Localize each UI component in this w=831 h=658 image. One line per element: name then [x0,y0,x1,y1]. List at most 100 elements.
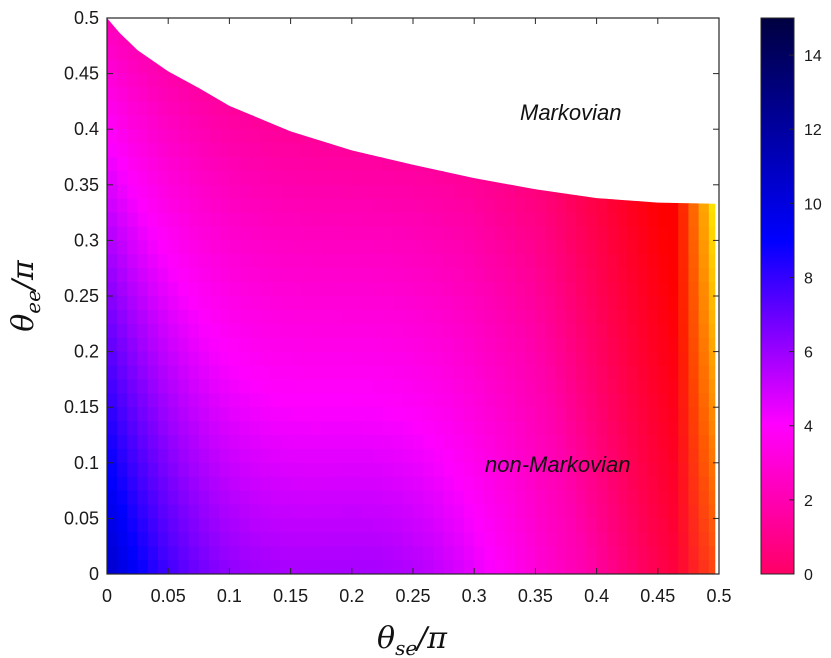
heatmap-cell [525,170,536,186]
heatmap-cell [188,504,200,519]
heatmap-cell [300,448,312,464]
heatmap-cell [433,87,445,102]
heatmap-cell [566,546,577,561]
heatmap-cell [698,476,710,492]
heatmap-cell [504,476,516,492]
heatmap-cell [555,31,567,47]
heatmap-cell [504,59,516,75]
heatmap-cell [117,59,128,75]
heatmap-cell [413,59,424,75]
heatmap-cell [504,462,516,478]
heatmap-cell [178,407,190,422]
heatmap-cell [147,448,159,464]
heatmap-cell [657,198,669,214]
heatmap-cell [413,157,424,172]
heatmap-cell [372,240,383,255]
heatmap-cell [413,268,424,283]
heatmap-cell [627,170,638,186]
heatmap-cell [545,198,557,214]
heatmap-cell [158,87,169,102]
heatmap-cell [402,337,414,353]
heatmap-cell [168,143,179,158]
heatmap-cell [647,115,659,130]
heatmap-cell [464,198,475,214]
heatmap-cell [545,490,557,506]
y-tick-label: 0.15 [64,397,99,417]
heatmap-cell [331,351,343,367]
heatmap-cell [372,546,383,561]
heatmap-cell [647,560,659,574]
heatmap-cell [657,45,669,61]
heatmap-cell [647,518,659,533]
heatmap-cell [627,115,638,130]
heatmap-cell [198,101,210,116]
heatmap-cell [158,101,169,116]
heatmap-cell [504,407,516,422]
heatmap-cell [270,198,281,214]
heatmap-cell [606,532,618,547]
heatmap-cell [433,421,445,436]
heatmap-cell [382,18,394,33]
heatmap-cell [484,212,496,228]
heatmap-cell [219,87,230,102]
heatmap-cell [668,212,679,228]
heatmap-cell [219,31,230,47]
heatmap-cell [168,309,179,325]
plot-axes: 0 0.05 0.1 0.15 0.2 0.25 0.3 0.35 0.4 0.45 0.5 00.… [64,8,732,606]
heatmap-cell [698,407,710,422]
heatmap-cell [351,296,363,311]
heatmap-cell [392,546,404,561]
heatmap-cell [637,337,649,353]
heatmap-cell [688,518,700,533]
heatmap-cell [668,157,679,172]
heatmap-cell [637,18,649,33]
heatmap-cell [372,518,383,533]
heatmap-cell [209,407,220,422]
heatmap-cell [239,170,251,186]
heatmap-cell [443,421,455,436]
heatmap-cell [372,212,383,228]
x-tick-label: 0.05 [151,586,186,606]
heatmap-cell [290,268,302,283]
heatmap-cell [402,351,414,367]
heatmap-cell [188,323,200,339]
heatmap-cell [311,18,322,33]
heatmap-cell [239,115,251,130]
heatmap-cell [147,365,159,380]
heatmap-cell [453,184,465,200]
heatmap-cell [494,184,506,200]
heatmap-cell [402,407,414,422]
heatmap-cell [474,254,485,269]
heatmap-cell [249,59,261,75]
heatmap-cell [178,115,190,130]
heatmap-cell [433,393,445,408]
heatmap-cell [117,421,128,436]
heatmap-cell [515,254,526,269]
heatmap-cell [515,59,526,75]
heatmap-cell [311,254,322,269]
heatmap-cell [178,393,190,408]
heatmap-cell [678,462,689,478]
heatmap-cell [331,45,343,61]
heatmap-cell [637,532,649,547]
heatmap-cell [413,18,424,33]
heatmap-cell [402,560,414,574]
heatmap-cell [464,45,475,61]
heatmap-cell [678,143,689,158]
heatmap-cell [464,240,475,255]
heatmap-cell [678,448,689,464]
heatmap-cell [474,212,485,228]
heatmap-cell [239,435,251,450]
heatmap-cell [443,254,455,269]
heatmap-cell [229,476,241,492]
heatmap-cell [576,532,587,547]
heatmap-cell [280,170,292,186]
heatmap-cell [188,129,200,144]
heatmap-cell [351,101,363,116]
heatmap-cell [504,296,516,311]
heatmap-cell [107,184,118,200]
heatmap-cell [586,379,598,394]
heatmap-cell [280,560,292,574]
heatmap-cell [147,323,159,339]
heatmap-cell [392,448,404,464]
